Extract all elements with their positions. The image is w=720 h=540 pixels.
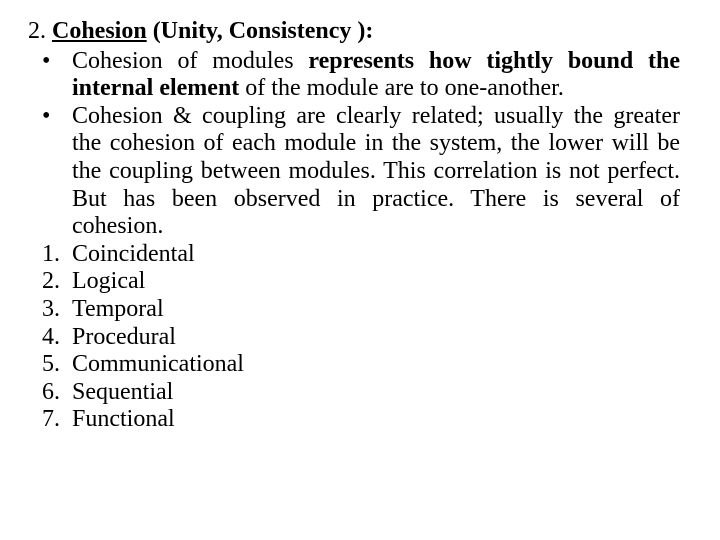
item-text: Logical	[72, 268, 680, 296]
item-number: 7.	[28, 406, 72, 434]
item-text: Sequential	[72, 379, 680, 407]
bullet-text: Cohesion & coupling are clearly related;…	[72, 103, 680, 241]
numbered-item: 2. Logical	[28, 268, 680, 296]
item-text: Procedural	[72, 324, 680, 352]
bullet-text: Cohesion of modules represents how tight…	[72, 48, 680, 103]
item-text: Temporal	[72, 296, 680, 324]
slide-content: 2. Cohesion (Unity, Consistency ): • Coh…	[0, 0, 720, 452]
item-text: Coincidental	[72, 241, 680, 269]
item-number: 4.	[28, 324, 72, 352]
bullet-item: • Cohesion of modules represents how tig…	[28, 48, 680, 103]
item-text: Communicational	[72, 351, 680, 379]
numbered-item: 6. Sequential	[28, 379, 680, 407]
numbered-item: 4. Procedural	[28, 324, 680, 352]
item-number: 2.	[28, 268, 72, 296]
bullet-marker: •	[28, 48, 72, 103]
item-number: 5.	[28, 351, 72, 379]
text-segment: of the module are to one-another.	[239, 75, 564, 101]
numbered-item: 5. Communicational	[28, 351, 680, 379]
heading-number: 2.	[28, 18, 46, 44]
bullet-item: • Cohesion & coupling are clearly relate…	[28, 103, 680, 241]
item-text: Functional	[72, 406, 680, 434]
numbered-item: 7. Functional	[28, 406, 680, 434]
heading-term: Cohesion	[52, 18, 147, 44]
numbered-item: 3. Temporal	[28, 296, 680, 324]
heading-paren: (Unity, Consistency ):	[153, 18, 374, 44]
item-number: 1.	[28, 241, 72, 269]
body-list: • Cohesion of modules represents how tig…	[28, 48, 680, 434]
text-segment: Cohesion of modules	[72, 48, 308, 74]
bullet-marker: •	[28, 103, 72, 241]
item-number: 6.	[28, 379, 72, 407]
item-number: 3.	[28, 296, 72, 324]
numbered-item: 1. Coincidental	[28, 241, 680, 269]
section-heading: 2. Cohesion (Unity, Consistency ):	[28, 18, 680, 46]
